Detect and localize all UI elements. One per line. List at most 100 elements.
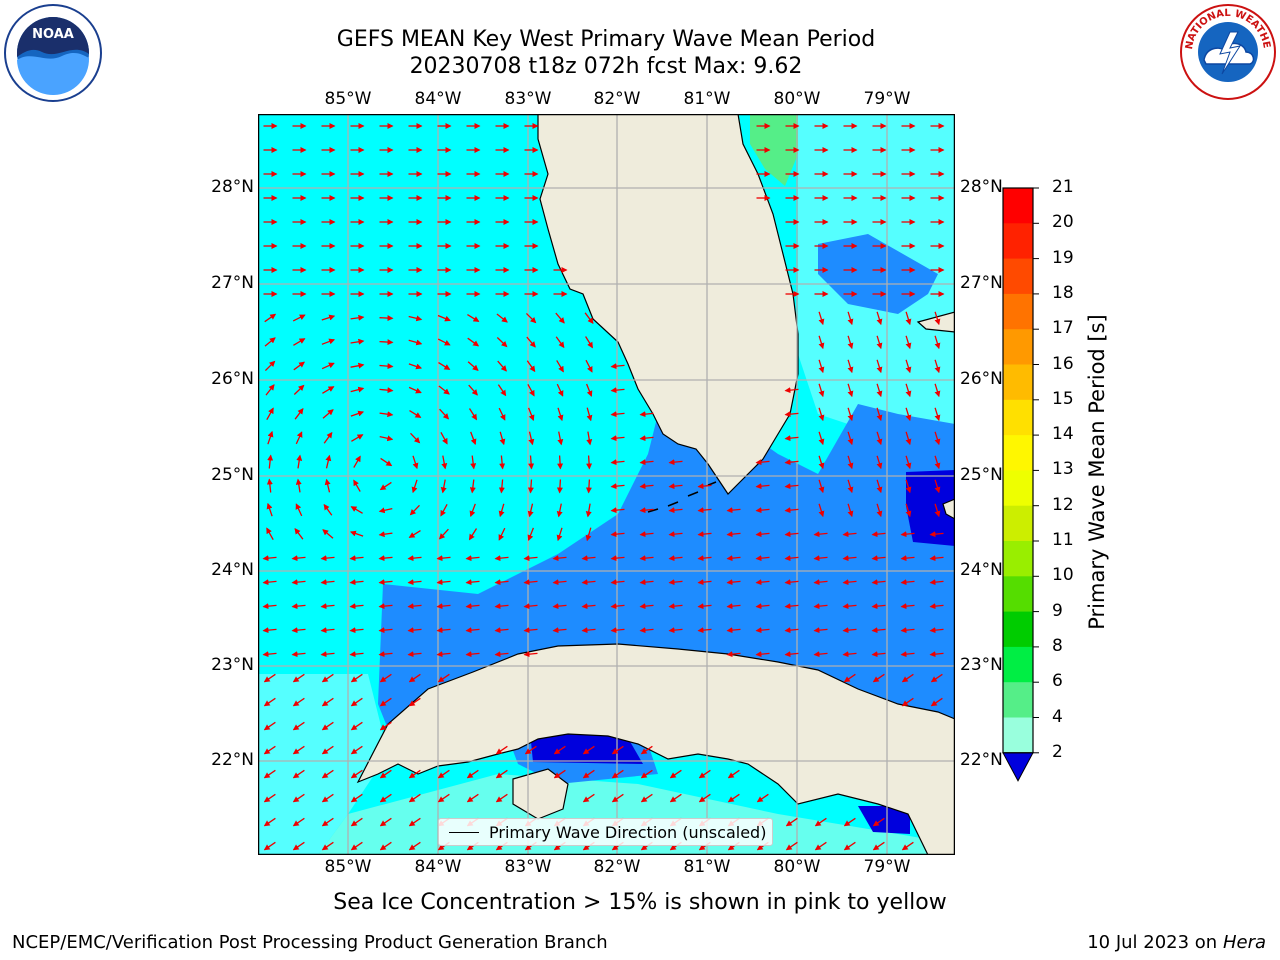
wave-direction-arrow — [556, 383, 564, 397]
wave-direction-arrow — [465, 555, 480, 562]
wave-direction-arrow — [668, 603, 683, 610]
wave-direction-arrow — [697, 579, 712, 586]
wave-direction-arrow — [321, 697, 334, 707]
wave-direction-arrow — [436, 555, 451, 562]
footer-credit: NCEP/EMC/Verification Post Processing Pr… — [12, 932, 608, 953]
wave-direction-arrow — [847, 383, 854, 398]
lat-tick-left: 23°N — [211, 655, 254, 675]
wave-direction-arrow — [467, 314, 480, 322]
wave-direction-arrow — [929, 603, 944, 610]
wave-direction-arrow — [871, 579, 886, 586]
wave-direction-arrow — [934, 311, 941, 326]
map-legend: Primary Wave Direction (unscaled) — [438, 818, 773, 846]
wave-direction-arrow — [847, 359, 854, 374]
wave-direction-arrow — [407, 555, 422, 562]
wave-direction-arrow — [610, 627, 625, 634]
wave-direction-arrow — [438, 528, 449, 540]
wave-direction-arrow — [639, 579, 654, 586]
wave-direction-arrow — [525, 312, 537, 324]
wave-direction-arrow — [321, 745, 334, 755]
colorbar-band — [1003, 470, 1033, 507]
wave-direction-arrow — [813, 531, 828, 538]
wave-direction-arrow — [295, 431, 303, 445]
lon-tick-bottom: 79°W — [863, 857, 911, 877]
wave-direction-arrow — [581, 555, 596, 562]
wave-direction-arrow — [813, 579, 828, 586]
wave-direction-arrow — [523, 603, 538, 610]
wave-direction-arrow — [407, 579, 422, 586]
wave-direction-arrow — [872, 841, 885, 851]
lat-tick-right: 22°N — [960, 750, 1003, 770]
wave-direction-arrow — [876, 335, 883, 350]
lon-tick-bottom: 84°W — [414, 857, 462, 877]
legend-label: Primary Wave Direction (unscaled) — [489, 823, 767, 842]
wave-direction-arrow — [379, 697, 392, 707]
wave-direction-arrow — [818, 455, 825, 470]
colorbar-band — [1003, 541, 1033, 577]
wave-direction-arrow — [262, 651, 277, 658]
wave-direction-arrow — [697, 603, 712, 610]
wave-direction-arrow — [350, 506, 363, 514]
wave-direction-arrow — [639, 531, 654, 538]
wave-direction-arrow — [668, 483, 683, 490]
period-field-dark-3 — [858, 806, 910, 834]
wave-direction-arrow — [350, 697, 363, 707]
nws-logo: NATIONAL WEATHER SERVICE — [1178, 2, 1276, 100]
wave-direction-arrow — [322, 529, 334, 539]
wave-direction-arrow — [379, 435, 394, 442]
wave-direction-arrow — [496, 313, 508, 323]
wave-direction-arrow — [378, 507, 393, 514]
wave-direction-arrow — [323, 503, 333, 516]
colorbar-tick-label: 15 — [1052, 388, 1074, 409]
wave-direction-arrow — [726, 531, 741, 538]
wave-direction-arrow — [408, 817, 421, 827]
wave-direction-arrow — [639, 627, 654, 634]
wave-direction-arrow — [727, 769, 740, 779]
wave-direction-arrow — [321, 338, 336, 345]
wave-direction-arrow — [784, 579, 799, 586]
wave-direction-arrow — [349, 651, 364, 658]
wave-direction-arrow — [934, 359, 941, 374]
wave-direction-arrow — [465, 579, 480, 586]
wave-direction-arrow — [295, 503, 303, 517]
wave-direction-arrow — [610, 507, 625, 514]
wave-direction-arrow — [581, 579, 596, 586]
wave-direction-arrow — [498, 527, 506, 541]
wave-direction-arrow — [266, 407, 274, 421]
wave-direction-arrow — [379, 769, 392, 779]
colorbar-tick-label: 10 — [1052, 565, 1074, 586]
wave-direction-arrow — [784, 651, 799, 658]
wave-direction-arrow — [528, 431, 535, 446]
wave-direction-arrow — [263, 769, 276, 779]
wave-direction-arrow — [292, 793, 305, 803]
wave-direction-arrow — [843, 817, 856, 827]
wave-direction-arrow — [494, 555, 509, 562]
wave-direction-arrow — [585, 336, 593, 349]
wave-direction-arrow — [378, 651, 393, 658]
wave-direction-arrow — [784, 627, 799, 634]
wave-direction-arrow — [438, 385, 450, 395]
wave-direction-arrow — [498, 503, 505, 518]
wave-direction-arrow — [292, 745, 305, 755]
wave-direction-arrow — [610, 603, 625, 610]
wave-direction-arrow — [440, 503, 448, 517]
wave-direction-arrow — [669, 793, 682, 803]
wave-direction-arrow — [905, 383, 912, 398]
wave-direction-arrow — [929, 627, 944, 634]
colorbar-tick-label: 21 — [1052, 177, 1074, 197]
wave-direction-arrow — [900, 531, 915, 538]
wave-direction-arrow — [847, 479, 854, 494]
wave-direction-arrow — [785, 817, 798, 827]
wave-direction-arrow — [876, 311, 883, 326]
wave-direction-arrow — [934, 503, 941, 518]
wave-direction-arrow — [350, 793, 363, 803]
colorbar-tick-label: 14 — [1052, 424, 1074, 445]
wave-direction-arrow — [698, 793, 711, 803]
wave-direction-arrow — [408, 841, 421, 851]
period-field-light-sw — [258, 674, 388, 855]
colorbar-tick-label: 13 — [1052, 459, 1074, 480]
wave-direction-arrow — [292, 817, 305, 827]
wave-direction-arrow — [755, 579, 770, 586]
wave-direction-arrow — [934, 383, 941, 398]
wave-direction-arrow — [639, 411, 654, 418]
